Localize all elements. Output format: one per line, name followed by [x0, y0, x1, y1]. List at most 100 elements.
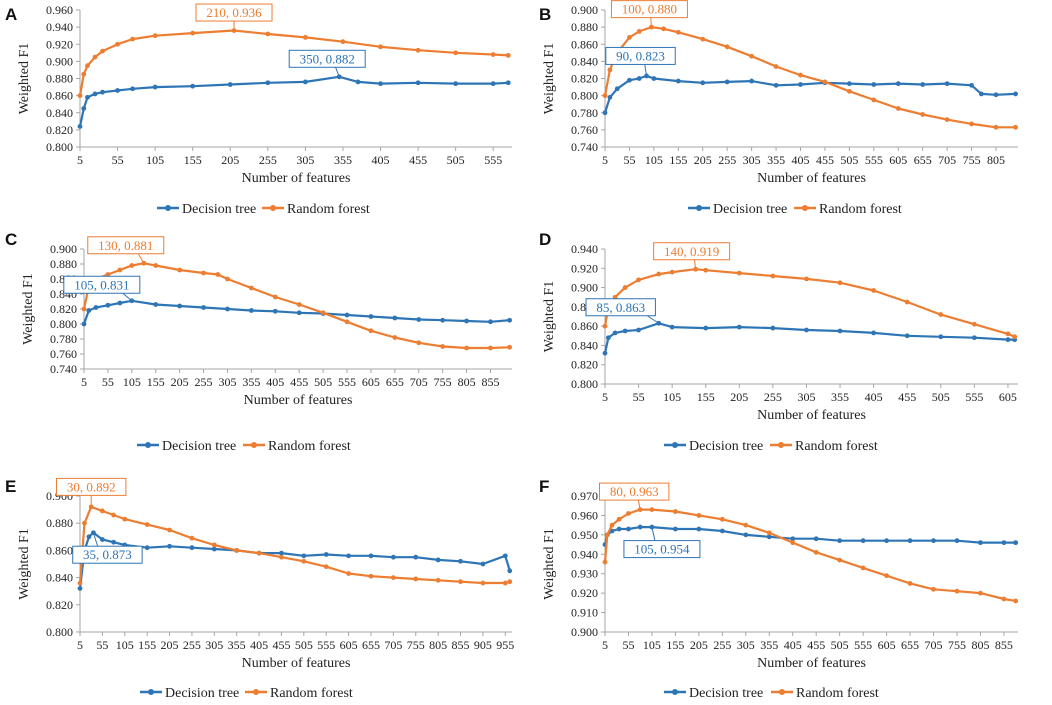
data-point: [368, 553, 374, 559]
data-point: [507, 344, 513, 350]
data-point: [627, 35, 632, 40]
data-point: [636, 327, 641, 333]
annotation-box: [585, 298, 656, 317]
y-tick-label: 0.820: [571, 358, 598, 372]
data-point: [696, 526, 702, 532]
data-point: [92, 54, 98, 60]
data-point: [1001, 540, 1007, 546]
data-point: [86, 534, 92, 540]
y-axis-title: Weighted F1: [17, 528, 32, 600]
data-point: [111, 539, 116, 545]
series-decision-tree: [602, 73, 1018, 116]
data-point: [884, 538, 889, 544]
data-point: [1005, 331, 1011, 337]
legend-label: Random forest: [287, 202, 370, 217]
x-tick-label: 455: [272, 638, 290, 652]
data-point: [743, 522, 749, 528]
x-tick-label: 405: [792, 153, 810, 167]
data-point: [871, 288, 877, 293]
data-point: [616, 516, 622, 522]
x-tick-label: 455: [409, 153, 427, 167]
panel-letter: F: [539, 477, 549, 496]
annotation-callout: 350, 0.882: [288, 49, 366, 77]
x-tick-label: 605: [889, 153, 907, 167]
panel-letter: B: [539, 5, 551, 24]
annotation-leader: [122, 292, 133, 302]
legend-swatch-marker: [148, 689, 154, 695]
data-point: [488, 319, 493, 325]
data-point: [248, 308, 254, 313]
data-point: [453, 81, 459, 87]
data-point: [458, 579, 463, 585]
x-tick-label: 405: [266, 375, 284, 389]
data-point: [971, 321, 977, 327]
annotation-callout: 105, 0.954: [623, 526, 701, 559]
legend: Decision tree Random forest: [157, 202, 370, 217]
data-point: [296, 302, 302, 307]
annotation-box: [598, 482, 670, 501]
data-point: [144, 545, 150, 551]
data-point: [627, 77, 632, 83]
panel-b: B 0.740 0.760 0.780 0.800 0.820 0.840 0.860 0.88…: [539, 0, 1018, 217]
series-decision-tree: [602, 320, 1018, 356]
x-tick-label: 255: [195, 375, 213, 389]
x-tick-label: 155: [669, 153, 687, 167]
data-point: [502, 580, 508, 586]
data-point: [969, 121, 974, 127]
x-tick-label: 455: [816, 153, 834, 167]
data-point: [920, 82, 926, 87]
x-tick-label: 55: [623, 153, 635, 167]
data-point: [612, 330, 618, 336]
data-point: [636, 76, 642, 81]
data-point: [944, 81, 950, 87]
x-tick-label: 405: [865, 390, 883, 404]
x-tick-label: 455: [898, 390, 916, 404]
y-tick-label: 0.820: [46, 598, 73, 612]
legend-label: Decision tree: [689, 686, 763, 701]
data-point: [105, 302, 111, 308]
data-point: [81, 106, 87, 111]
data-point: [464, 345, 469, 351]
annotation-box: [87, 236, 165, 255]
data-point: [392, 335, 398, 340]
y-tick-label: 0.920: [46, 37, 73, 51]
x-tick-label: 5: [77, 638, 83, 652]
x-tick-label: 155: [147, 375, 165, 389]
data-point: [416, 317, 422, 322]
data-point: [490, 52, 496, 57]
data-point: [993, 92, 999, 98]
x-tick-label: 55: [633, 390, 645, 404]
x-tick-label: 455: [807, 638, 825, 652]
data-point: [105, 272, 111, 277]
data-point: [505, 52, 511, 58]
y-tick-label: 0.970: [571, 489, 598, 503]
data-point: [773, 82, 779, 88]
annotation-callout: 140, 0.919: [653, 242, 731, 270]
data-point: [719, 528, 725, 534]
series-decision-tree: [77, 74, 511, 129]
series-line: [603, 268, 1016, 338]
annotation-label: 80, 0.963: [610, 484, 659, 499]
data-point: [92, 91, 98, 97]
data-point: [846, 88, 852, 94]
annotation-leader: [693, 259, 697, 270]
annotation-leader: [92, 532, 99, 547]
data-point: [85, 63, 90, 69]
data-point: [355, 79, 361, 85]
data-point: [669, 269, 675, 275]
x-tick-label: 605: [878, 638, 896, 652]
data-point: [177, 267, 183, 273]
y-axis-title: Weighted F1: [542, 528, 557, 600]
y-tick-label: 0.860: [571, 37, 598, 51]
data-point: [978, 590, 983, 596]
data-point: [938, 312, 944, 317]
y-tick-label: 0.900: [50, 242, 77, 256]
x-tick-label: 355: [228, 638, 246, 652]
x-tick-label: 555: [854, 638, 872, 652]
data-point: [626, 511, 631, 516]
data-point: [368, 314, 374, 319]
legend-swatch-marker: [802, 205, 808, 211]
y-tick-label: 0.800: [571, 377, 598, 391]
data-point: [256, 550, 262, 556]
data-point: [804, 276, 809, 282]
